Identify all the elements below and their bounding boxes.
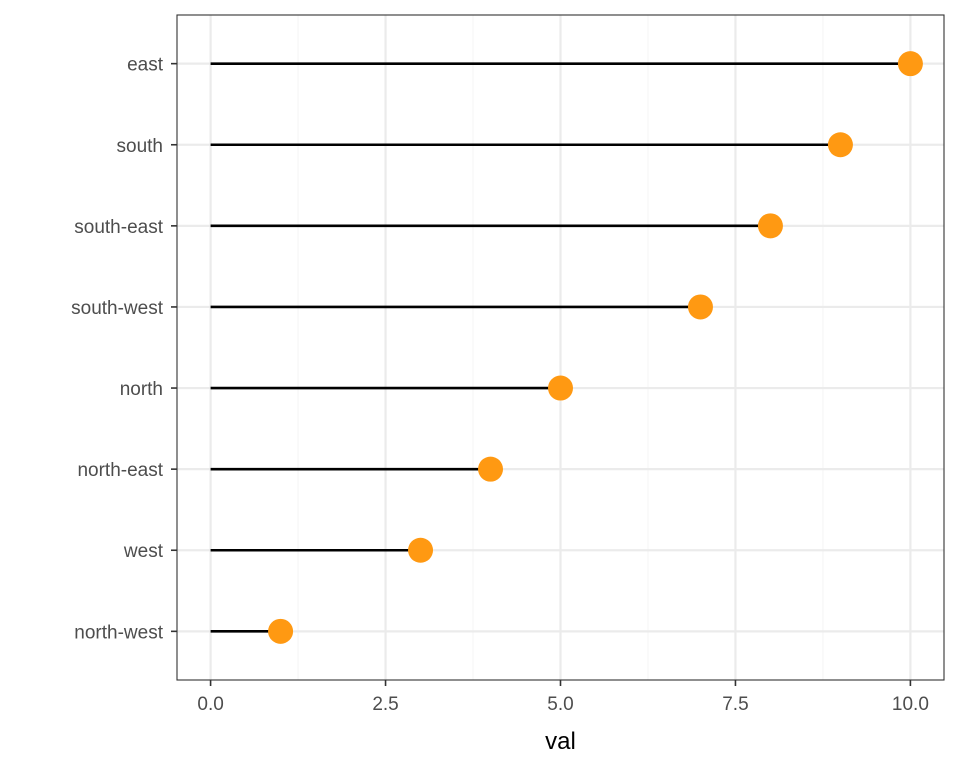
point-south — [827, 132, 853, 158]
y-tick-label-west: west — [123, 541, 164, 562]
point-south-east — [757, 213, 783, 239]
y-tick-label-south-west: south-west — [71, 298, 164, 319]
y-tick-label-north: north — [120, 379, 163, 400]
x-tick-label: 7.5 — [722, 694, 748, 715]
point-north-east — [478, 456, 504, 482]
point-north — [548, 375, 573, 401]
x-tick-label: 5.0 — [547, 694, 573, 715]
y-tick-label-north-east: north-east — [77, 460, 163, 481]
point-east — [897, 51, 923, 77]
point-south-west — [687, 294, 713, 320]
y-tick-label-east: east — [127, 55, 164, 76]
lollipop-points — [268, 51, 923, 644]
lollipop-stems — [210, 62, 911, 633]
x-tick-label: 10.0 — [892, 694, 929, 715]
point-west — [408, 537, 434, 563]
x-tick-label: 2.5 — [372, 694, 398, 715]
x-axis: 0.0 2.5 5.0 7.5 10.0 — [197, 680, 929, 715]
minor-gridlines — [297, 15, 824, 680]
x-axis-title: val — [545, 728, 576, 755]
y-tick-label-north-west: north-west — [74, 622, 163, 643]
point-north-west — [268, 618, 294, 644]
y-tick-label-south: south — [117, 136, 163, 157]
y-tick-label-south-east: south-east — [74, 217, 163, 238]
y-axis: east south south-east south-west north north-… — [71, 55, 177, 643]
x-tick-label: 0.0 — [197, 694, 223, 715]
